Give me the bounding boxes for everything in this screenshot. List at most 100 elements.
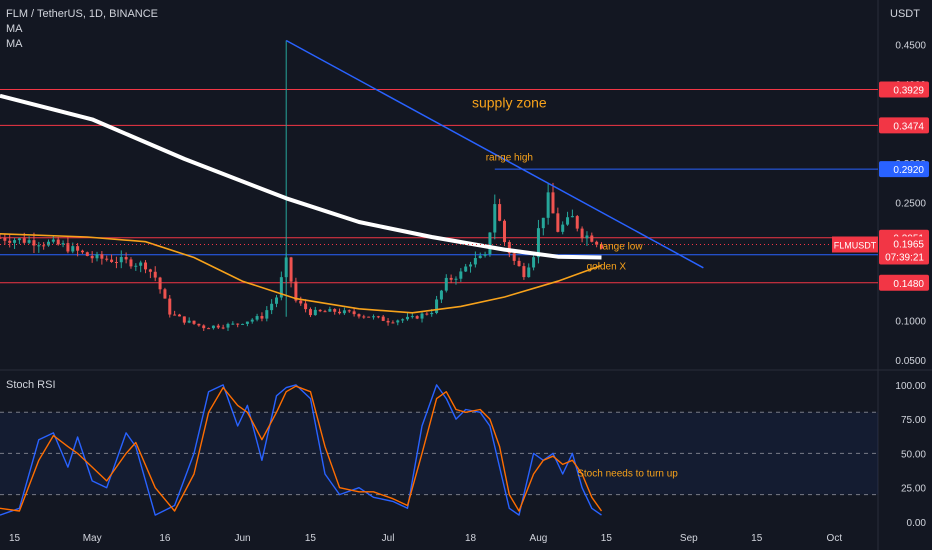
candle-body[interactable] xyxy=(459,271,463,279)
candle-body[interactable] xyxy=(105,258,109,260)
candle-body[interactable] xyxy=(391,322,395,324)
candle-body[interactable] xyxy=(304,303,308,310)
candle-body[interactable] xyxy=(546,192,550,218)
candle-body[interactable] xyxy=(405,316,409,320)
candle-body[interactable] xyxy=(430,312,434,315)
candle-body[interactable] xyxy=(192,320,196,324)
candle-body[interactable] xyxy=(114,261,118,263)
candle-body[interactable] xyxy=(566,217,570,225)
candle-body[interactable] xyxy=(47,241,51,246)
candle-body[interactable] xyxy=(323,311,327,313)
candle-body[interactable] xyxy=(313,309,317,316)
stoch-k-line[interactable] xyxy=(0,384,602,516)
candle-body[interactable] xyxy=(532,257,536,268)
candle-body[interactable] xyxy=(556,213,560,232)
candle-body[interactable] xyxy=(483,254,487,256)
candle-body[interactable] xyxy=(444,277,448,291)
candle-body[interactable] xyxy=(255,316,259,320)
candle-body[interactable] xyxy=(352,311,356,315)
candle-body[interactable] xyxy=(401,319,405,321)
candle-body[interactable] xyxy=(585,235,589,239)
candle-body[interactable] xyxy=(415,316,419,319)
candle-body[interactable] xyxy=(517,260,521,267)
candle-body[interactable] xyxy=(367,316,371,318)
candle-body[interactable] xyxy=(270,303,274,311)
candle-body[interactable] xyxy=(144,262,148,270)
candle-body[interactable] xyxy=(221,327,225,329)
candle-body[interactable] xyxy=(260,316,264,319)
candle-body[interactable] xyxy=(265,310,269,319)
ma-indicator-label[interactable]: MA xyxy=(6,38,23,50)
candle-body[interactable] xyxy=(338,311,342,314)
candle-body[interactable] xyxy=(333,309,337,312)
candle-body[interactable] xyxy=(177,314,181,317)
candle-body[interactable] xyxy=(590,235,594,242)
candle-body[interactable] xyxy=(85,252,89,256)
candle-body[interactable] xyxy=(80,250,84,253)
candle-body[interactable] xyxy=(129,259,133,267)
candle-body[interactable] xyxy=(245,321,249,324)
candle-body[interactable] xyxy=(0,237,2,239)
ma-indicator-label[interactable]: MA xyxy=(6,23,23,35)
candle-body[interactable] xyxy=(420,313,424,319)
candle-body[interactable] xyxy=(76,246,80,251)
candle-body[interactable] xyxy=(241,323,245,325)
candle-body[interactable] xyxy=(37,245,41,247)
stoch-d-line[interactable] xyxy=(0,385,603,512)
candle-body[interactable] xyxy=(32,240,36,246)
candle-body[interactable] xyxy=(357,314,361,317)
candle-body[interactable] xyxy=(110,259,114,262)
candle-body[interactable] xyxy=(299,300,303,304)
candle-body[interactable] xyxy=(27,240,31,243)
candle-body[interactable] xyxy=(381,316,385,321)
candle-body[interactable] xyxy=(173,314,177,316)
candle-body[interactable] xyxy=(197,323,201,326)
candle-body[interactable] xyxy=(469,264,473,267)
candle-body[interactable] xyxy=(575,216,579,229)
candle-body[interactable] xyxy=(473,258,477,265)
candle-body[interactable] xyxy=(8,240,12,243)
candle-body[interactable] xyxy=(464,266,468,272)
candle-body[interactable] xyxy=(226,323,230,328)
candle-body[interactable] xyxy=(600,244,604,249)
candle-body[interactable] xyxy=(284,257,288,278)
candle-body[interactable] xyxy=(527,267,531,278)
candle-body[interactable] xyxy=(168,298,172,315)
candle-body[interactable] xyxy=(71,246,75,252)
candle-body[interactable] xyxy=(294,281,298,301)
candle-body[interactable] xyxy=(90,255,94,259)
candle-body[interactable] xyxy=(507,242,511,254)
candle-body[interactable] xyxy=(3,237,7,241)
candle-body[interactable] xyxy=(439,290,443,300)
candle-body[interactable] xyxy=(289,257,293,282)
candle-body[interactable] xyxy=(42,245,46,247)
candle-body[interactable] xyxy=(435,299,439,313)
candle-body[interactable] xyxy=(551,192,555,214)
candle-body[interactable] xyxy=(449,277,453,280)
candle-body[interactable] xyxy=(274,297,278,304)
stoch-rsi-title[interactable]: Stoch RSI xyxy=(6,379,56,391)
candle-body[interactable] xyxy=(13,240,17,243)
candle-body[interactable] xyxy=(522,266,526,278)
candle-body[interactable] xyxy=(512,253,516,261)
candle-body[interactable] xyxy=(250,319,254,322)
candle-body[interactable] xyxy=(211,325,215,329)
candle-body[interactable] xyxy=(139,262,143,266)
candle-body[interactable] xyxy=(488,232,492,255)
candle-body[interactable] xyxy=(134,265,138,267)
candle-body[interactable] xyxy=(328,309,332,312)
candle-body[interactable] xyxy=(207,328,211,330)
candle-body[interactable] xyxy=(231,323,235,325)
candle-body[interactable] xyxy=(182,316,186,323)
candle-body[interactable] xyxy=(580,228,584,239)
candle-body[interactable] xyxy=(425,313,429,315)
candle-body[interactable] xyxy=(216,325,220,328)
candle-body[interactable] xyxy=(100,254,104,259)
candle-body[interactable] xyxy=(376,316,380,318)
candle-body[interactable] xyxy=(22,238,26,243)
candle-body[interactable] xyxy=(236,323,240,325)
candle-body[interactable] xyxy=(202,325,206,329)
candle-body[interactable] xyxy=(318,309,322,312)
candle-body[interactable] xyxy=(61,243,65,245)
